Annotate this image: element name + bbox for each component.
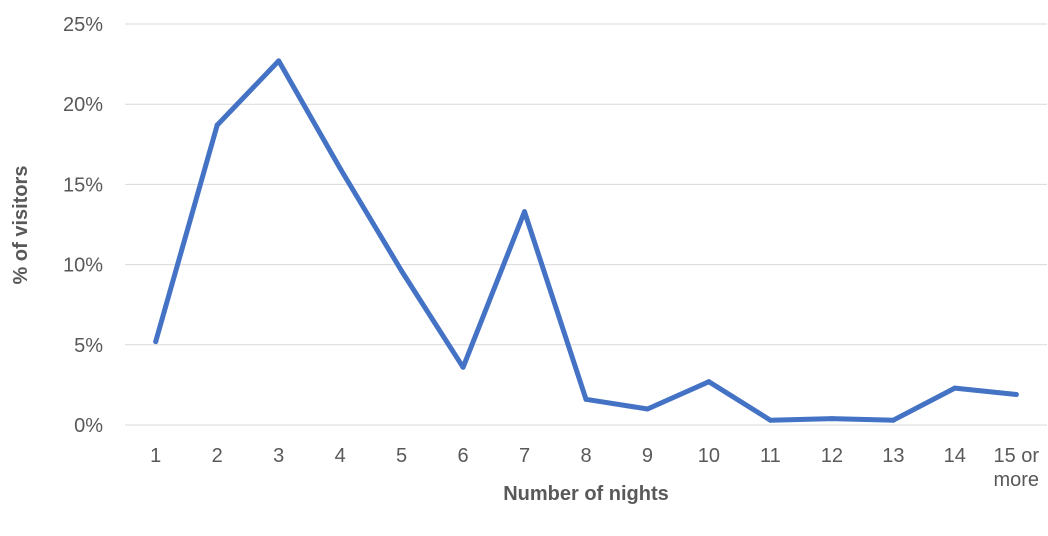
x-tick-label: 1 [150,445,161,467]
data-point [767,417,773,423]
y-tick-label: 25% [63,14,103,36]
data-point [583,396,589,402]
x-tick-label: 6 [458,445,469,467]
data-point [276,58,282,64]
y-tick-labels: 0% 5% 10% 15% 20% 25% [63,14,103,437]
data-point [1013,392,1019,398]
data-point [337,165,343,171]
y-tick-label: 15% [63,174,103,196]
data-point [153,339,159,345]
data-point [706,379,712,385]
x-tick-label: 14 [944,445,966,467]
data-point [399,268,405,274]
y-axis-title: % of visitors [10,166,32,285]
series-line-0 [153,58,1019,423]
y-tick-label: 10% [63,255,103,277]
x-tick-label: 12 [821,445,843,467]
y-gridlines [125,23,1047,426]
x-tick-label: 15 or more [993,445,1039,491]
data-point [522,209,528,215]
y-tick-label: 20% [63,94,103,116]
y-tick-label: 0% [74,415,103,437]
x-tick-label: 11 [760,445,781,467]
x-tick-labels: 1 2 3 4 5 6 7 8 9 10 11 12 13 14 15 or more [150,445,1039,491]
data-point [644,406,650,412]
x-tick-label: 7 [519,445,530,467]
data-point [952,385,958,391]
data-point [890,417,896,423]
x-tick-label: 10 [698,445,720,467]
x-tick-label: 5 [396,445,407,467]
x-tick-label: 4 [335,445,346,467]
x-tick-label: 2 [212,445,223,467]
series-group [153,58,1019,423]
x-tick-label: 3 [273,445,284,467]
x-axis-title: Number of nights [503,483,669,505]
y-tick-label: 5% [74,335,103,357]
data-point [829,416,835,422]
x-tick-label: 8 [580,445,591,467]
data-point [214,122,220,128]
data-point [460,364,466,370]
x-tick-label: 9 [642,445,653,467]
x-tick-label: 13 [882,445,904,467]
